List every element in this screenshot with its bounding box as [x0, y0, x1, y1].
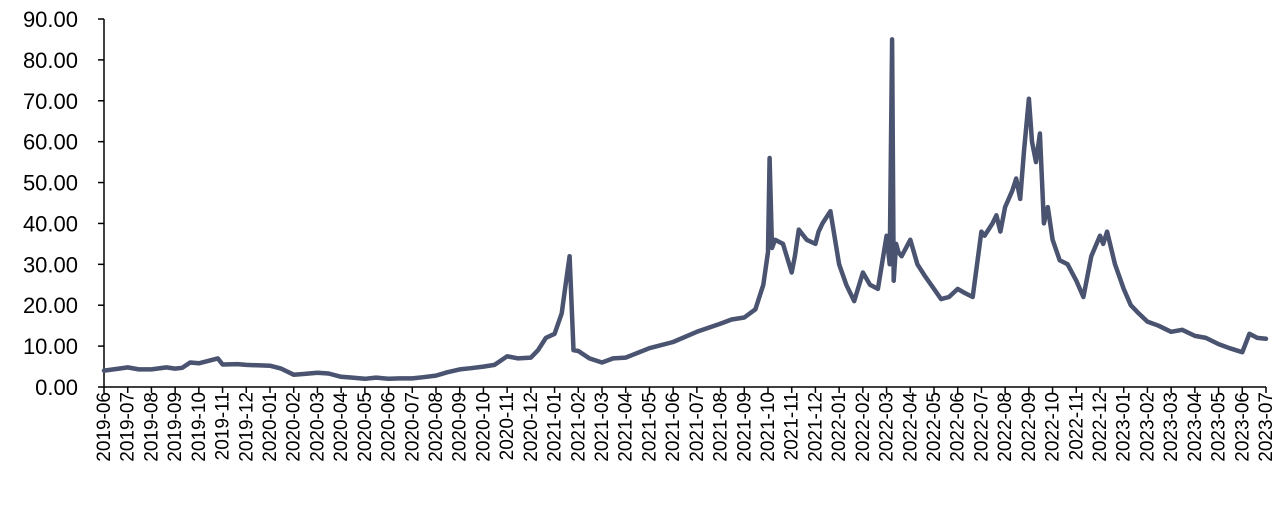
x-tick-label: 2021-06	[663, 392, 684, 462]
x-tick-label: 2023-02	[1137, 392, 1158, 462]
y-axis: 0.00 10.00 20.00 30.00 40.00 50.00 60.00 70.00 8…	[23, 7, 105, 400]
x-tick-label: 2020-06	[379, 392, 400, 462]
x-tick-label: 2021-03	[592, 392, 613, 462]
x-tick-label: 2021-01	[545, 392, 566, 462]
x-tick-label: 2020-08	[426, 392, 447, 462]
x-tick-label: 2021-02	[568, 392, 589, 462]
y-tick-label: 50.00	[23, 171, 78, 196]
x-tick-label: 2020-10	[473, 392, 494, 462]
x-tick-label: 2020-03	[307, 392, 328, 462]
x-tick-label: 2023-04	[1185, 392, 1206, 462]
x-tick-label: 2019-08	[141, 392, 162, 462]
x-tick-label: 2023-03	[1161, 392, 1182, 462]
x-tick-label: 2022-08	[995, 392, 1016, 462]
y-tick-label: 70.00	[23, 89, 78, 114]
x-tick-label: 2022-12	[1090, 392, 1111, 462]
x-tick-label: 2021-11	[782, 392, 803, 460]
x-tick-label: 2022-09	[1019, 392, 1040, 462]
y-tick-label: 30.00	[23, 252, 78, 277]
x-tick-label: 2022-05	[924, 392, 945, 462]
x-tick-label: 2019-12	[236, 392, 257, 462]
y-tick-label: 0.00	[35, 375, 78, 400]
x-tick-label: 2020-01	[260, 392, 281, 462]
x-tick-label: 2021-04	[616, 392, 637, 462]
series-line	[101, 37, 1269, 382]
x-tick-label: 2020-04	[331, 392, 352, 462]
x-tick-label: 2019-11	[213, 392, 234, 460]
x-tick-label: 2019-09	[165, 392, 186, 462]
x-tick-label: 2022-06	[948, 392, 969, 462]
y-tick-label: 10.00	[23, 334, 78, 359]
x-tick-label: 2020-09	[450, 392, 471, 462]
x-tick-label: 2021-12	[805, 392, 826, 462]
x-tick-label: 2023-05	[1209, 392, 1230, 462]
x-tick-label: 2022-03	[877, 392, 898, 462]
y-tick-label: 90.00	[23, 7, 78, 32]
x-tick-label: 2020-11	[497, 392, 518, 460]
y-tick-label: 40.00	[23, 211, 78, 236]
x-tick-label: 2023-06	[1232, 392, 1253, 462]
x-tick-label: 2020-02	[284, 392, 305, 462]
x-tick-label: 2019-06	[94, 392, 115, 462]
x-axis: 2019-06 2019-07 2019-08 2019-09 2019-10 2019-…	[94, 386, 1277, 462]
x-tick-label: 2019-10	[189, 392, 210, 462]
y-tick-label: 80.00	[23, 48, 78, 73]
x-tick-label: 2020-05	[355, 392, 376, 462]
x-tick-label: 2021-05	[639, 392, 660, 462]
x-tick-label: 2022-10	[1043, 392, 1064, 462]
x-tick-label: 2021-08	[711, 392, 732, 462]
x-tick-label: 2020-07	[402, 392, 423, 462]
x-tick-label: 2022-01	[829, 392, 850, 462]
x-tick-label: 2021-10	[758, 392, 779, 462]
x-tick-label: 2023-07	[1256, 392, 1277, 462]
x-tick-label: 2021-07	[687, 392, 708, 462]
plot-area	[101, 37, 1269, 382]
x-tick-label: 2021-09	[734, 392, 755, 462]
x-tick-label: 2022-02	[853, 392, 874, 462]
x-tick-label: 2022-04	[900, 392, 921, 462]
x-tick-label: 2023-01	[1114, 392, 1135, 462]
x-tick-label: 2020-12	[521, 392, 542, 462]
y-tick-label: 60.00	[23, 130, 78, 155]
x-tick-label: 2019-07	[118, 392, 139, 462]
y-tick-label: 20.00	[23, 293, 78, 318]
x-tick-label: 2022-07	[971, 392, 992, 462]
x-tick-label: 2022-11	[1066, 392, 1087, 460]
